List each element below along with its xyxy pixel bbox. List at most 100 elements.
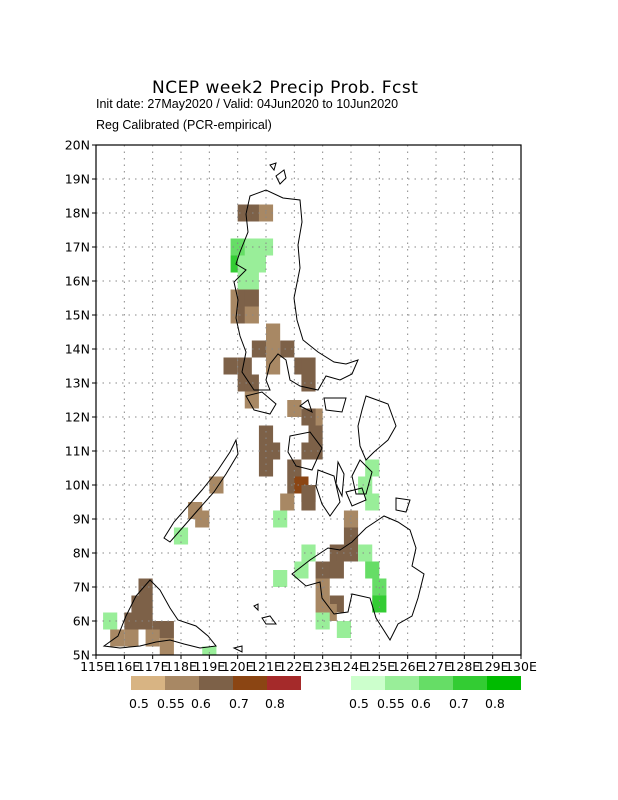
color-legend: 0.5 0.55 0.6 0.7 0.8 0.5 0.55 0.6 0.7 0.8 [129,676,521,711]
dry-legend-swatch [131,676,165,690]
lat-tick-label: 13N [65,376,90,391]
wet-legend-swatch [487,676,521,690]
wet-probability-cell [358,544,373,562]
wet-legend-label: 0.55 [377,696,405,711]
dry-probability-cell [287,459,302,477]
dry-probability-cell [124,612,139,630]
lat-tick-label: 18N [65,206,90,221]
dry-probability-cell [159,638,174,655]
dry-probability-cell [110,629,125,647]
lat-tick-label: 20N [65,138,90,153]
dry-probability-cell [280,340,295,358]
dry-probability-cell [266,340,281,358]
dry-probability-cell [301,408,316,426]
lon-tick-label: 130E [505,659,537,674]
wet-probability-cell [202,646,217,655]
lat-tick-label: 12N [65,410,90,425]
dry-probability-cell [308,425,323,443]
lat-tick-label: 10N [65,478,90,493]
dry-legend-swatch [233,676,267,690]
probability-cells [103,204,387,655]
dry-probability-cell [329,561,344,579]
lon-tick-label: 119E [193,659,225,674]
dry-legend-label: 0.8 [265,696,285,711]
dry-probability-cell [258,425,274,443]
dry-legend-label: 0.6 [191,696,211,711]
dry-probability-cell [258,459,274,477]
wet-probability-cell [365,493,380,511]
dry-probability-cell [237,357,252,375]
dry-probability-cell [266,323,281,341]
dry-probability-cell [138,578,153,596]
lon-tick-label: 117E [137,659,169,674]
lon-tick-label: 116E [108,659,140,674]
lon-tick-label: 125E [363,659,395,674]
dry-probability-cell [223,357,238,375]
dry-probability-cell [266,442,281,460]
lon-tick-label: 123E [307,659,339,674]
dry-probability-cell [301,357,316,375]
lat-tick-label: 8N [73,546,90,561]
wet-probability-cell [273,510,288,528]
wet-legend-label: 0.6 [411,696,431,711]
coastline [102,162,425,653]
wet-legend-swatch [419,676,453,690]
lat-tick-label: 17N [65,240,90,255]
lon-tick-label: 126E [392,659,424,674]
wet-legend-swatch [385,676,419,690]
wet-legend-label: 0.7 [449,696,469,711]
lat-tick-label: 9N [73,512,90,527]
wet-probability-cell [301,544,316,562]
map-subtitle-method: Reg Calibrated (PCR-empirical) [96,118,272,132]
dry-probability-cell [209,476,224,494]
dry-legend-label: 0.7 [229,696,249,711]
dry-legend-swatch [199,676,233,690]
lon-tick-label: 129E [477,659,509,674]
dry-probability-cell [266,357,281,375]
wet-probability-cell [372,595,387,613]
wet-probability-cell [294,561,309,579]
dry-legend-swatch [165,676,199,690]
map-subtitle-dates: Init date: 27May2020 / Valid: 04Jun2020 … [96,97,399,111]
lon-tick-label: 122E [278,659,310,674]
dry-probability-cell [195,510,210,528]
wet-probability-cell [365,561,380,579]
lat-tick-label: 16N [65,274,90,289]
wet-legend-swatch [453,676,487,690]
map-title: NCEP week2 Precip Prob. Fcst [152,78,419,98]
dry-probability-cell [159,621,174,638]
wet-legend-label: 0.5 [349,696,369,711]
dry-probability-cell [138,612,153,630]
grid-lines [96,145,521,655]
lat-tick-label: 15N [65,308,90,323]
lon-tick-label: 115E [80,659,112,674]
dry-probability-cell [301,493,316,511]
dry-legend-swatch [267,676,301,690]
wet-probability-cell [336,621,351,638]
lat-tick-label: 11N [65,444,90,459]
lat-tick-label: 6N [73,614,90,629]
lat-tick-label: 7N [73,580,90,595]
lat-tick-label: 5N [73,648,90,663]
lon-tick-label: 118E [165,659,197,674]
dry-probability-cell [244,306,259,324]
dry-legend-label: 0.55 [157,696,185,711]
wet-probability-cell [358,476,373,494]
wet-probability-cell [273,570,288,587]
dry-probability-cell [280,493,295,511]
dry-probability-cell [124,629,139,647]
plot-frame [95,144,522,656]
lon-tick-label: 128E [448,659,480,674]
dry-probability-cell [244,374,259,392]
lon-tick-label: 124E [335,659,367,674]
axis-ticks: 5N 6N 7N 8N 9N 10N 11N 12N 13N 14N 15N 16N 17N 18N 19N… [65,138,537,675]
wet-probability-cell [244,272,259,290]
dry-probability-cell [138,595,153,613]
wet-legend-label: 0.8 [485,696,505,711]
lon-tick-label: 127E [420,659,452,674]
lon-tick-label: 121E [250,659,282,674]
dry-legend-label: 0.5 [129,696,149,711]
wet-legend-swatch [351,676,385,690]
lat-tick-label: 19N [65,172,90,187]
